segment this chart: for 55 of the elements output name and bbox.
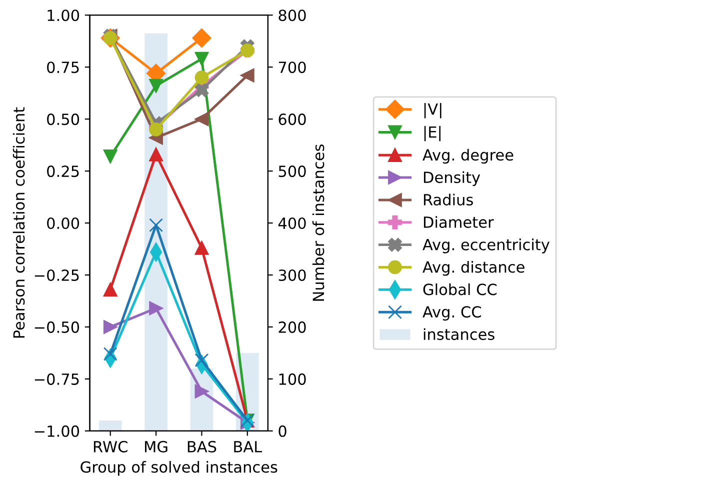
y2-tick-label: 600 [278,114,306,126]
point [240,68,254,82]
legend-label: Avg. CC [422,306,481,321]
legend-label: Avg. eccentricity [422,238,550,254]
legend-label: Density [424,171,480,186]
legend-label: Radius [424,194,473,206]
y2-tick-label: 0 [278,425,286,437]
legend-label: instances [424,328,494,340]
y2-tick-label: 300 [278,269,306,282]
y-axis-title: Pearson correlation coefficient [12,107,25,338]
point [194,112,209,126]
point [194,83,209,97]
legend-label: |E| [424,126,440,142]
legend-label: Avg. degree [422,148,514,164]
y-tick-label: 0.50 [47,114,80,126]
point [103,320,118,334]
point [103,150,118,164]
y-tick-label: 0.00 [47,217,80,230]
y2-tick-label: 500 [278,166,306,178]
point [194,241,209,255]
y-tick-label: −0.75 [34,373,79,385]
x-tick-label: BAL [234,441,262,452]
point [149,122,163,136]
bar [98,420,122,431]
point [103,347,118,361]
point [194,353,209,368]
point [149,218,163,232]
y2-tick-label: 400 [278,217,306,230]
legend-label: |V| [424,103,442,118]
x-tick-label: MG [145,440,168,452]
y2-tick-label: 200 [278,321,306,333]
point [194,52,209,66]
legend-label: Diameter [424,216,494,228]
y2-axis-title: Number of instances [312,144,324,301]
legend-label: Avg. distance [422,260,524,276]
y2-tick-label: 700 [278,62,306,74]
legend-label: Global CC [423,283,497,296]
x-axis-title: Group of solved instances [80,460,278,476]
point [194,384,209,398]
x-tick-label: BAS [188,440,216,452]
point [103,282,118,296]
point [192,28,212,48]
x-tick-label: RWC [94,440,128,452]
point [194,70,209,84]
point [149,78,163,93]
y-tick-label: −1.00 [34,425,80,437]
y-tick-label: −0.50 [34,321,80,333]
y-tick-label: 0.75 [47,62,79,74]
y-tick-label: −0.25 [34,269,79,282]
point [149,147,163,162]
y-tick-label: 0.25 [47,166,79,178]
y2-tick-label: 100 [279,373,306,385]
point [149,301,163,316]
y2-tick-label: 800 [278,10,306,22]
y-tick-label: 1.00 [48,10,80,22]
